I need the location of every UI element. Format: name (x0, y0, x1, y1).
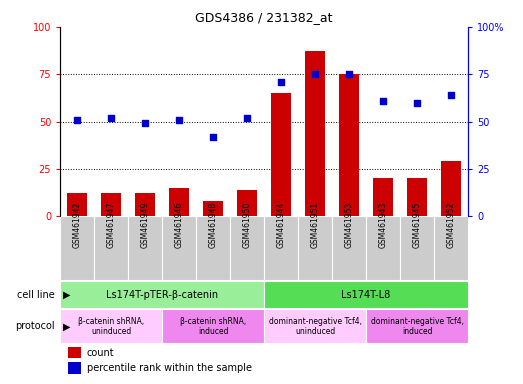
Bar (101, 194, 121, 216)
Point (141, 120, 150, 126)
Bar (434, 216, 468, 280)
Bar (264, 216, 298, 280)
Bar (67, 194, 87, 216)
Bar (373, 178, 393, 216)
Bar (69, 362, 81, 374)
Text: GSM461945: GSM461945 (413, 202, 422, 248)
Text: Ls174T-L8: Ls174T-L8 (342, 290, 391, 300)
Bar (135, 194, 155, 216)
Text: GSM461943: GSM461943 (379, 202, 388, 248)
Point (413, 99, 422, 106)
Bar (60, 310, 162, 343)
Bar (196, 216, 230, 280)
Point (345, 71, 354, 77)
Point (379, 98, 388, 104)
Bar (271, 93, 291, 216)
Point (73, 116, 82, 122)
Text: GSM461944: GSM461944 (277, 202, 286, 248)
Bar (169, 188, 189, 216)
Bar (400, 216, 434, 280)
Text: dominant-negative Tcf4,
uninduced: dominant-negative Tcf4, uninduced (269, 316, 361, 336)
Point (311, 71, 320, 77)
Point (209, 134, 218, 140)
Bar (305, 51, 325, 216)
Text: protocol: protocol (15, 321, 55, 331)
Bar (264, 281, 468, 308)
Point (243, 115, 252, 121)
Point (447, 92, 456, 98)
Bar (94, 216, 128, 280)
Text: β-catenin shRNA,
uninduced: β-catenin shRNA, uninduced (78, 316, 144, 336)
Text: count: count (87, 348, 115, 358)
Bar (128, 216, 162, 280)
Text: GSM461950: GSM461950 (243, 202, 252, 248)
Bar (298, 216, 332, 280)
Bar (332, 216, 366, 280)
Point (175, 116, 184, 122)
Bar (339, 74, 359, 216)
Bar (203, 201, 223, 216)
Bar (162, 310, 264, 343)
Text: GSM461942: GSM461942 (73, 202, 82, 248)
Text: percentile rank within the sample: percentile rank within the sample (87, 363, 252, 373)
Text: GSM461952: GSM461952 (447, 202, 456, 248)
Text: GSM461946: GSM461946 (175, 202, 184, 248)
Bar (441, 161, 461, 216)
Bar (366, 310, 468, 343)
Bar (162, 216, 196, 280)
Bar (60, 281, 264, 308)
Text: GSM461953: GSM461953 (345, 202, 354, 248)
Bar (230, 216, 264, 280)
Text: GSM461948: GSM461948 (209, 202, 218, 248)
Bar (60, 216, 94, 280)
Point (277, 79, 286, 85)
Text: GSM461951: GSM461951 (311, 202, 320, 248)
Text: ▶: ▶ (63, 321, 70, 331)
Bar (264, 310, 366, 343)
Bar (366, 216, 400, 280)
Text: β-catenin shRNA,
induced: β-catenin shRNA, induced (180, 316, 246, 336)
Point (107, 115, 116, 121)
Bar (407, 178, 427, 216)
Title: GDS4386 / 231382_at: GDS4386 / 231382_at (196, 11, 333, 24)
Text: GSM461947: GSM461947 (107, 202, 116, 248)
Text: ▶: ▶ (63, 290, 70, 300)
Text: cell line: cell line (17, 290, 55, 300)
Bar (69, 347, 81, 359)
Text: GSM461949: GSM461949 (141, 202, 150, 248)
Text: dominant-negative Tcf4,
induced: dominant-negative Tcf4, induced (371, 316, 463, 336)
Bar (237, 190, 257, 216)
Text: Ls174T-pTER-β-catenin: Ls174T-pTER-β-catenin (106, 290, 218, 300)
